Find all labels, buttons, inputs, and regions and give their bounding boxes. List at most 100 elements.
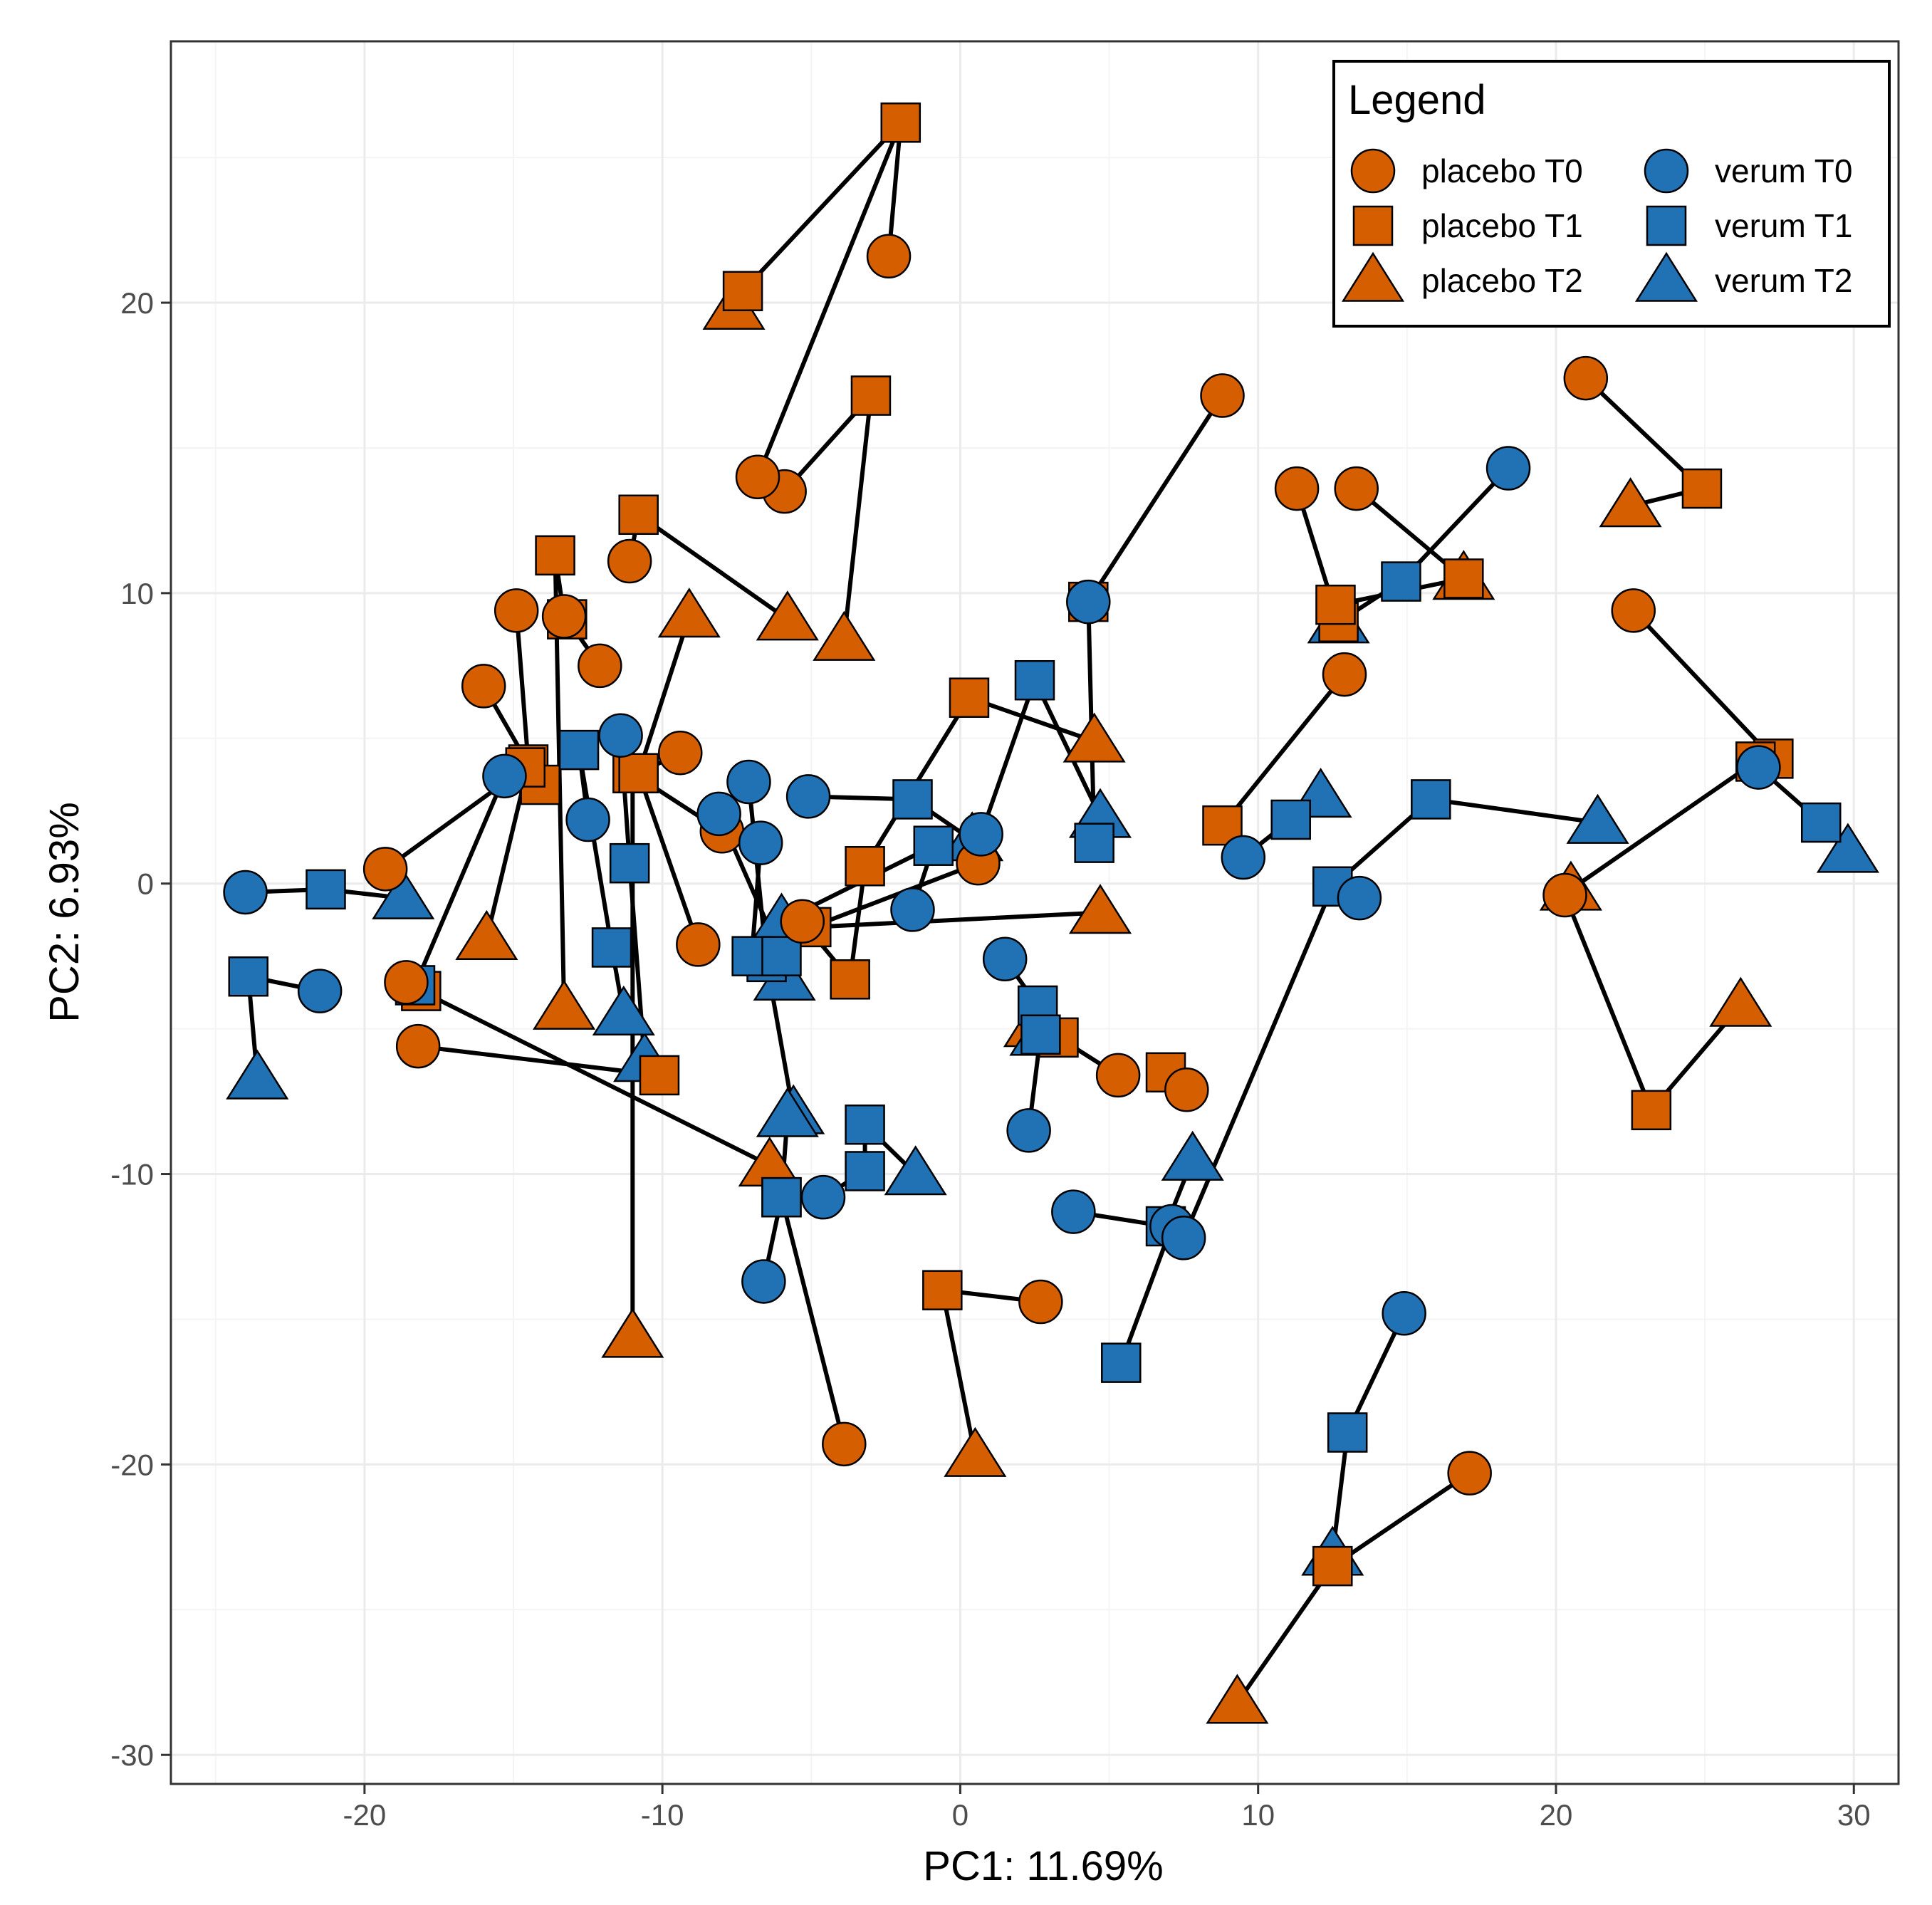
legend-items: placebo T0 placebo T1 placebo T2 verum T0 ve… <box>1341 148 1852 302</box>
verum-t0-point <box>696 791 741 837</box>
placebo-t2-point <box>657 588 721 638</box>
verum-t0-point <box>1382 1291 1426 1336</box>
data-points <box>223 102 1879 1724</box>
verum-t1-point <box>558 729 600 771</box>
verum-t1-point <box>1020 1014 1061 1055</box>
placebo-t0-point <box>658 730 703 776</box>
verum-t0-point <box>800 1174 846 1220</box>
y-tick-label: -30 <box>110 1738 154 1772</box>
legend: Legend placebo T0 placebo T1 placebo T2 ver… <box>1332 60 1891 328</box>
placebo-t0-point <box>1018 1279 1063 1325</box>
placebo-t0-point <box>362 847 408 892</box>
verum-t0-point <box>741 1259 786 1304</box>
subject-trajectory-line <box>1235 1471 1471 1704</box>
plot-panel-border <box>169 40 1900 1785</box>
placebo-t1-point <box>1443 558 1484 599</box>
placebo-t1-point <box>949 677 990 718</box>
verum-t1-point <box>1014 659 1055 701</box>
placebo-t2-point <box>756 590 819 641</box>
verum-t1-point <box>1411 779 1451 820</box>
verum-t0-point <box>1736 745 1781 790</box>
placebo-t2-point <box>455 909 518 960</box>
verum-t0-point <box>738 820 783 865</box>
verum-t1-point <box>1101 1342 1142 1383</box>
verum-t2-point <box>226 1049 289 1100</box>
verum-t0-point <box>982 936 1028 982</box>
placebo-t2-point <box>1062 712 1126 763</box>
verum-t0-point <box>565 797 610 842</box>
placebo-t0-point <box>384 960 429 1005</box>
legend-label: verum T0 <box>1715 152 1852 189</box>
x-tick-label: 30 <box>1837 1798 1871 1832</box>
legend-key-placebo-t1 <box>1352 205 1394 246</box>
verum-t0-point <box>1337 875 1382 921</box>
verum-t1-point <box>609 842 650 884</box>
verum-t2-point <box>756 1087 819 1137</box>
placebo-t0-point <box>494 588 539 633</box>
placebo-t2-point <box>1599 477 1662 528</box>
subject-trajectory-line <box>1119 1225 1174 1364</box>
verum-t0-point <box>890 887 935 932</box>
placebo-t1-point <box>535 535 575 576</box>
verum-t2-point <box>1161 1130 1224 1181</box>
verum-t0-point <box>223 870 268 915</box>
placebo-t0-point <box>607 538 652 584</box>
verum-t0-point <box>482 753 527 799</box>
verum-t0-point <box>726 759 771 805</box>
verum-t0-point <box>598 713 643 758</box>
legend-box <box>1332 60 1891 328</box>
verum-t0-point <box>297 969 343 1013</box>
verum-t2-point <box>1816 823 1879 873</box>
placebo-t1-point <box>639 1055 680 1096</box>
verum-t0-point <box>1066 579 1111 625</box>
legend-label: placebo T2 <box>1421 262 1583 299</box>
legend-label: verum T2 <box>1715 262 1852 299</box>
placebo-t1-point <box>1681 468 1723 509</box>
subject-trajectory-line <box>417 1044 660 1077</box>
verum-t1-point <box>1381 561 1421 602</box>
placebo-t2-point <box>601 1308 664 1358</box>
placebo-t2-point <box>1068 884 1132 934</box>
verum-t1-point <box>761 1176 802 1218</box>
placebo-t0-point <box>1334 466 1379 511</box>
verum-t1-point <box>845 1104 885 1145</box>
verum-t2-point <box>592 985 655 1035</box>
x-tick-label: -10 <box>641 1798 684 1832</box>
verum-t1-point <box>913 825 954 866</box>
x-tick-label: 20 <box>1540 1798 1573 1832</box>
placebo-t1-point <box>1315 584 1356 625</box>
subject-trajectory-line <box>1086 394 1225 603</box>
x-tick-label: 0 <box>952 1798 968 1832</box>
placebo-t0-point <box>676 922 721 967</box>
y-tick-label: -10 <box>110 1158 154 1191</box>
legend-key-verum-t0 <box>1644 148 1689 194</box>
placebo-t1-point <box>722 271 763 311</box>
placebo-t0-point <box>1611 588 1656 633</box>
verum-t2-point <box>372 869 435 919</box>
verum-t0-point <box>1485 446 1531 491</box>
subject-trajectory-line <box>413 775 507 986</box>
verum-t1-point <box>228 956 269 997</box>
placebo-t0-point <box>1274 466 1320 511</box>
subject-trajectory-line <box>1181 797 1598 1239</box>
placebo-t0-point <box>1542 872 1587 918</box>
placebo-t1-point <box>880 102 921 143</box>
placebo-t2-point <box>1206 1674 1269 1724</box>
placebo-t0-point <box>1563 355 1609 401</box>
axis-ticks: -20 -10 0 10 20 30 -30 -20 -10 0 10 20 <box>110 286 1870 1832</box>
verum-t0-point <box>1161 1216 1206 1261</box>
legend-label: placebo T1 <box>1421 207 1583 244</box>
subject-trajectory-line <box>404 980 771 1167</box>
verum-t1-point <box>306 869 346 910</box>
legend-label: placebo T0 <box>1421 152 1583 189</box>
verum-t0-point <box>785 774 831 819</box>
x-tick-label: 10 <box>1241 1798 1275 1832</box>
placebo-t2-point <box>533 979 596 1030</box>
placebo-t1-point <box>1312 1545 1353 1587</box>
verum-t1-point <box>1270 799 1311 840</box>
placebo-t0-point <box>822 1421 867 1467</box>
y-tick-label: 0 <box>137 867 154 901</box>
y-axis-title: PC2: 6.93% <box>41 802 88 1023</box>
legend-label: verum T1 <box>1715 207 1852 244</box>
placebo-t1-point <box>922 1270 963 1310</box>
